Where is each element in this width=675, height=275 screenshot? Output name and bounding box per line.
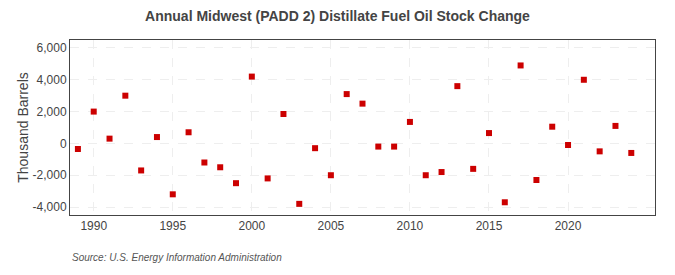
svg-text:2010: 2010 [397, 219, 424, 233]
svg-text:2,000: 2,000 [37, 105, 67, 119]
svg-text:-2,000: -2,000 [33, 168, 67, 182]
svg-text:2020: 2020 [555, 219, 582, 233]
svg-text:Thousand Barrels: Thousand Barrels [15, 72, 31, 183]
svg-text:Source: U.S. Energy Informatio: Source: U.S. Energy Information Administ… [72, 252, 282, 263]
svg-text:0: 0 [60, 137, 67, 151]
svg-text:6,000: 6,000 [37, 41, 67, 55]
svg-text:4,000: 4,000 [37, 73, 67, 87]
svg-text:2015: 2015 [476, 219, 503, 233]
svg-text:2005: 2005 [318, 219, 345, 233]
svg-text:2000: 2000 [238, 219, 265, 233]
svg-text:1990: 1990 [80, 219, 107, 233]
svg-text:-4,000: -4,000 [33, 200, 67, 214]
svg-text:1995: 1995 [159, 219, 186, 233]
svg-text:Annual Midwest (PADD 2) Distil: Annual Midwest (PADD 2) Distillate Fuel … [145, 8, 530, 24]
